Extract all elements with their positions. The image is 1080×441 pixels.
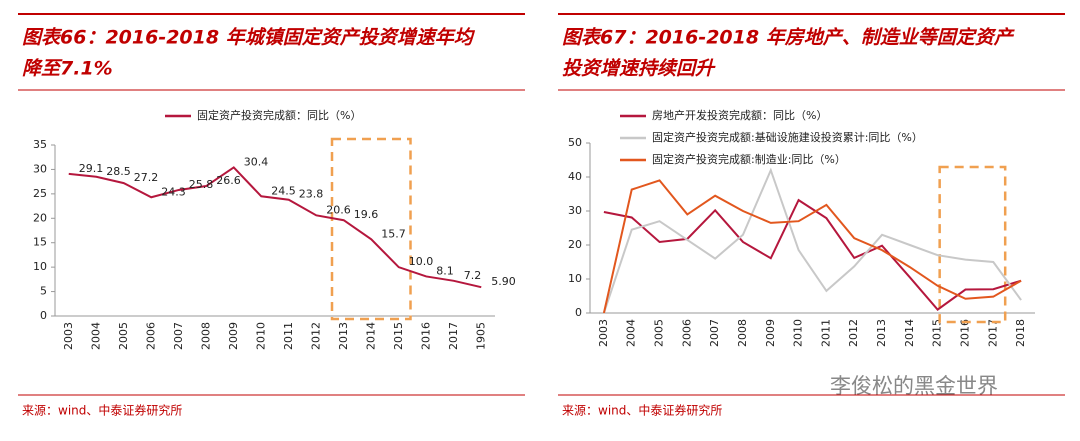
- legend-label: 固定资产投资完成额:基础设施建设投资累计:同比（%）: [652, 130, 923, 144]
- x-tick-label: 2010: [254, 322, 267, 350]
- data-label: 28.5: [106, 165, 131, 178]
- data-label: 5.90: [491, 275, 516, 288]
- x-tick-label: 2010: [792, 319, 805, 347]
- x-tick-label: 2012: [847, 319, 860, 347]
- data-label: 26.6: [216, 174, 241, 187]
- x-tick-label: 2004: [625, 319, 638, 347]
- x-tick-label: 2015: [392, 322, 405, 350]
- data-label: 30.4: [244, 155, 269, 168]
- x-tick-label: 2003: [62, 322, 75, 350]
- y-tick-label: 0: [40, 309, 47, 322]
- x-tick-label: 2018: [1014, 319, 1027, 347]
- x-tick-label: 2005: [653, 319, 666, 347]
- legend-label: 房地产开发投资完成额：同比（%）: [652, 108, 827, 122]
- x-tick-label: 2015: [931, 319, 944, 347]
- data-label: 27.2: [134, 171, 159, 184]
- y-tick-label: 30: [33, 162, 47, 175]
- x-tick-label: 1905: [474, 322, 487, 350]
- data-label: 7.2: [464, 269, 482, 282]
- y-tick-label: 50: [568, 136, 582, 149]
- x-tick-label: 2007: [708, 319, 721, 347]
- series-line: [603, 198, 1022, 311]
- chart-title: 投资增速持续回升: [562, 58, 716, 80]
- y-tick-label: 30: [568, 204, 582, 217]
- x-tick-label: 2009: [764, 319, 777, 347]
- data-label: 10.0: [409, 255, 434, 268]
- x-tick-label: 2005: [117, 322, 130, 350]
- data-label: 19.6: [354, 208, 379, 221]
- data-label: 8.1: [436, 264, 454, 277]
- x-tick-label: 2004: [89, 322, 102, 350]
- x-tick-label: 2014: [903, 319, 916, 347]
- x-tick-label: 2007: [172, 322, 185, 350]
- chart-title: 图表67：2016-2018 年房地产、制造业等固定资产: [562, 27, 1016, 49]
- y-tick-label: 40: [568, 170, 582, 183]
- x-tick-label: 2017: [986, 319, 999, 347]
- chart-title: 降至7.1%: [22, 58, 113, 80]
- series-line: [602, 167, 1022, 314]
- x-tick-label: 2013: [337, 322, 350, 350]
- x-tick-label: 2006: [680, 319, 693, 347]
- x-tick-label: 2016: [958, 319, 971, 347]
- series-line: [602, 179, 1022, 314]
- legend-label: 固定资产投资完成额:制造业:同比（%）: [652, 152, 846, 166]
- y-tick-label: 10: [568, 272, 582, 285]
- data-label: 24.3: [161, 185, 186, 198]
- legend-label: 固定资产投资完成额：同比（%）: [197, 108, 361, 122]
- x-tick-label: 2008: [736, 319, 749, 347]
- x-tick-label: 2017: [447, 322, 460, 350]
- x-tick-label: 2011: [282, 322, 295, 350]
- highlight-box: [330, 137, 412, 321]
- data-label: 29.1: [79, 162, 104, 175]
- x-tick-label: 2016: [419, 322, 432, 350]
- y-tick-label: 20: [568, 238, 582, 251]
- x-tick-label: 2009: [227, 322, 240, 350]
- y-tick-label: 20: [33, 211, 47, 224]
- x-tick-label: 2014: [364, 322, 377, 350]
- x-tick-label: 2012: [309, 322, 322, 350]
- x-tick-label: 2003: [597, 319, 610, 347]
- y-tick-label: 0: [575, 306, 582, 319]
- y-tick-label: 10: [33, 260, 47, 273]
- highlight-box: [938, 165, 1007, 324]
- y-tick-label: 5: [40, 285, 47, 298]
- data-label: 23.8: [299, 188, 324, 201]
- source: 来源：wind、中泰证券研究所: [22, 403, 182, 418]
- data-label: 24.5: [271, 184, 296, 197]
- series-line: [68, 166, 482, 289]
- chart-title: 图表66：2016-2018 年城镇固定资产投资增速年均: [22, 27, 476, 49]
- watermark: 李俊松的黑金世界: [830, 374, 998, 398]
- y-tick-label: 25: [33, 187, 47, 200]
- data-label: 25.8: [189, 178, 214, 191]
- y-tick-label: 15: [33, 236, 47, 249]
- x-tick-label: 2008: [199, 322, 212, 350]
- x-tick-label: 2013: [875, 319, 888, 347]
- source: 来源：wind、中泰证券研究所: [562, 403, 722, 418]
- y-tick-label: 35: [33, 138, 47, 151]
- x-tick-label: 2006: [144, 322, 157, 350]
- x-tick-label: 2011: [819, 319, 832, 347]
- data-label: 20.6: [326, 203, 351, 216]
- data-label: 15.7: [381, 227, 406, 240]
